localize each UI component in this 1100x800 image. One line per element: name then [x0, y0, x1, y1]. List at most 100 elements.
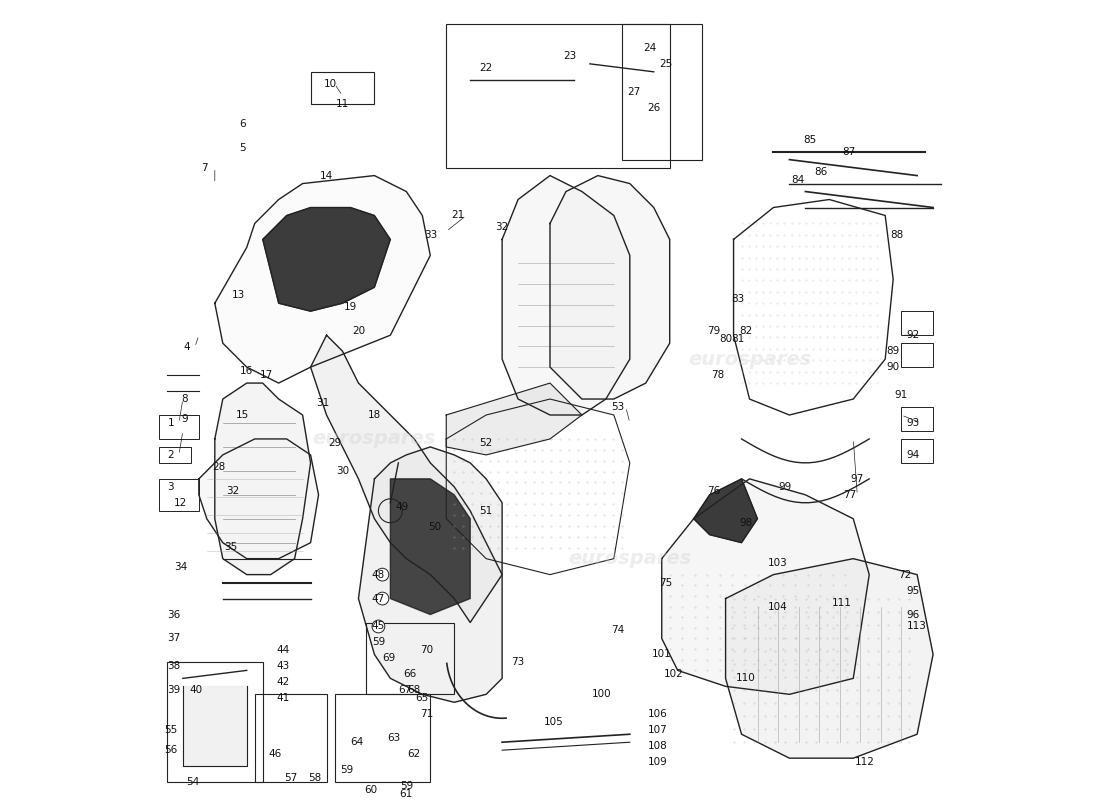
Text: 38: 38: [167, 662, 180, 671]
Text: 52: 52: [480, 438, 493, 448]
Polygon shape: [199, 439, 319, 558]
Bar: [447, 24, 670, 167]
Text: 33: 33: [424, 230, 437, 241]
Text: 47: 47: [372, 594, 385, 603]
Text: 105: 105: [544, 718, 564, 727]
Text: 23: 23: [563, 51, 576, 61]
Text: 103: 103: [768, 558, 788, 568]
Polygon shape: [502, 175, 630, 415]
Text: 111: 111: [832, 598, 851, 607]
Text: 84: 84: [791, 174, 804, 185]
Text: 4: 4: [184, 342, 190, 352]
Text: 32: 32: [227, 486, 240, 496]
Text: 106: 106: [648, 710, 668, 719]
Polygon shape: [263, 207, 390, 311]
Text: 90: 90: [887, 362, 900, 372]
Text: 6: 6: [240, 118, 246, 129]
Text: 72: 72: [899, 570, 912, 580]
Text: 89: 89: [887, 346, 900, 356]
Text: 94: 94: [906, 450, 920, 460]
Text: 110: 110: [736, 674, 756, 683]
Text: 59: 59: [340, 765, 353, 775]
Text: 9: 9: [182, 414, 188, 424]
Text: 87: 87: [843, 146, 856, 157]
Bar: [310, 72, 374, 104]
Text: eurospares: eurospares: [688, 350, 811, 369]
Text: 11: 11: [336, 98, 349, 109]
Text: 1: 1: [167, 418, 174, 428]
Text: 34: 34: [174, 562, 187, 572]
Text: 41: 41: [276, 694, 289, 703]
Polygon shape: [359, 447, 502, 702]
Text: 74: 74: [612, 626, 625, 635]
Circle shape: [372, 620, 385, 633]
Text: 36: 36: [167, 610, 180, 619]
Text: 73: 73: [512, 658, 525, 667]
Text: 37: 37: [167, 634, 180, 643]
Text: 20: 20: [352, 326, 365, 336]
Text: 51: 51: [480, 506, 493, 516]
Text: 86: 86: [815, 166, 828, 177]
Text: 109: 109: [648, 757, 668, 767]
Text: 21: 21: [452, 210, 465, 221]
Text: 98: 98: [739, 518, 752, 528]
Text: 16: 16: [240, 366, 253, 376]
Polygon shape: [310, 335, 502, 622]
Text: 48: 48: [372, 570, 385, 580]
Polygon shape: [214, 175, 430, 383]
Text: 10: 10: [324, 78, 337, 89]
Bar: [167, 662, 263, 782]
Text: 65: 65: [416, 694, 429, 703]
Polygon shape: [183, 686, 246, 766]
Text: 60: 60: [364, 785, 377, 795]
Text: 42: 42: [276, 678, 289, 687]
Text: 40: 40: [190, 686, 204, 695]
Text: 13: 13: [232, 290, 245, 300]
Text: eurospares: eurospares: [312, 430, 436, 449]
Bar: [901, 407, 933, 431]
Circle shape: [376, 568, 388, 581]
Bar: [901, 439, 933, 463]
Text: 2: 2: [167, 450, 174, 460]
Bar: [366, 622, 454, 694]
Text: 70: 70: [420, 646, 433, 655]
Text: 46: 46: [268, 749, 282, 759]
Text: 53: 53: [612, 402, 625, 412]
Text: 62: 62: [408, 749, 421, 759]
Text: 76: 76: [707, 486, 721, 496]
Text: 100: 100: [592, 690, 612, 699]
Text: 59: 59: [372, 638, 385, 647]
Text: 27: 27: [627, 86, 640, 97]
Polygon shape: [694, 479, 758, 542]
Text: 49: 49: [396, 502, 409, 512]
Text: 26: 26: [647, 102, 660, 113]
Text: 93: 93: [906, 418, 920, 428]
Text: 102: 102: [663, 670, 683, 679]
Text: 55: 55: [164, 726, 177, 735]
Text: 3: 3: [167, 482, 174, 492]
Text: 56: 56: [164, 745, 177, 755]
Text: 85: 85: [803, 134, 816, 145]
Text: 50: 50: [428, 522, 441, 532]
Text: 45: 45: [372, 622, 385, 631]
Text: 58: 58: [308, 773, 321, 783]
Polygon shape: [390, 479, 470, 614]
Text: 112: 112: [856, 757, 876, 767]
Text: 14: 14: [320, 170, 333, 181]
Text: 75: 75: [659, 578, 672, 587]
Text: 101: 101: [652, 650, 672, 659]
Text: 39: 39: [167, 686, 180, 695]
Text: 25: 25: [659, 59, 672, 69]
Text: 77: 77: [843, 490, 856, 500]
Text: 61: 61: [399, 789, 412, 799]
Text: 104: 104: [768, 602, 788, 611]
Text: 97: 97: [850, 474, 864, 484]
Text: 99: 99: [779, 482, 792, 492]
Text: 83: 83: [730, 294, 745, 304]
Text: 19: 19: [344, 302, 358, 312]
Text: 92: 92: [906, 330, 920, 340]
Bar: [158, 415, 199, 439]
Text: 80: 80: [719, 334, 733, 344]
Text: 64: 64: [350, 738, 363, 747]
Text: 81: 81: [730, 334, 745, 344]
